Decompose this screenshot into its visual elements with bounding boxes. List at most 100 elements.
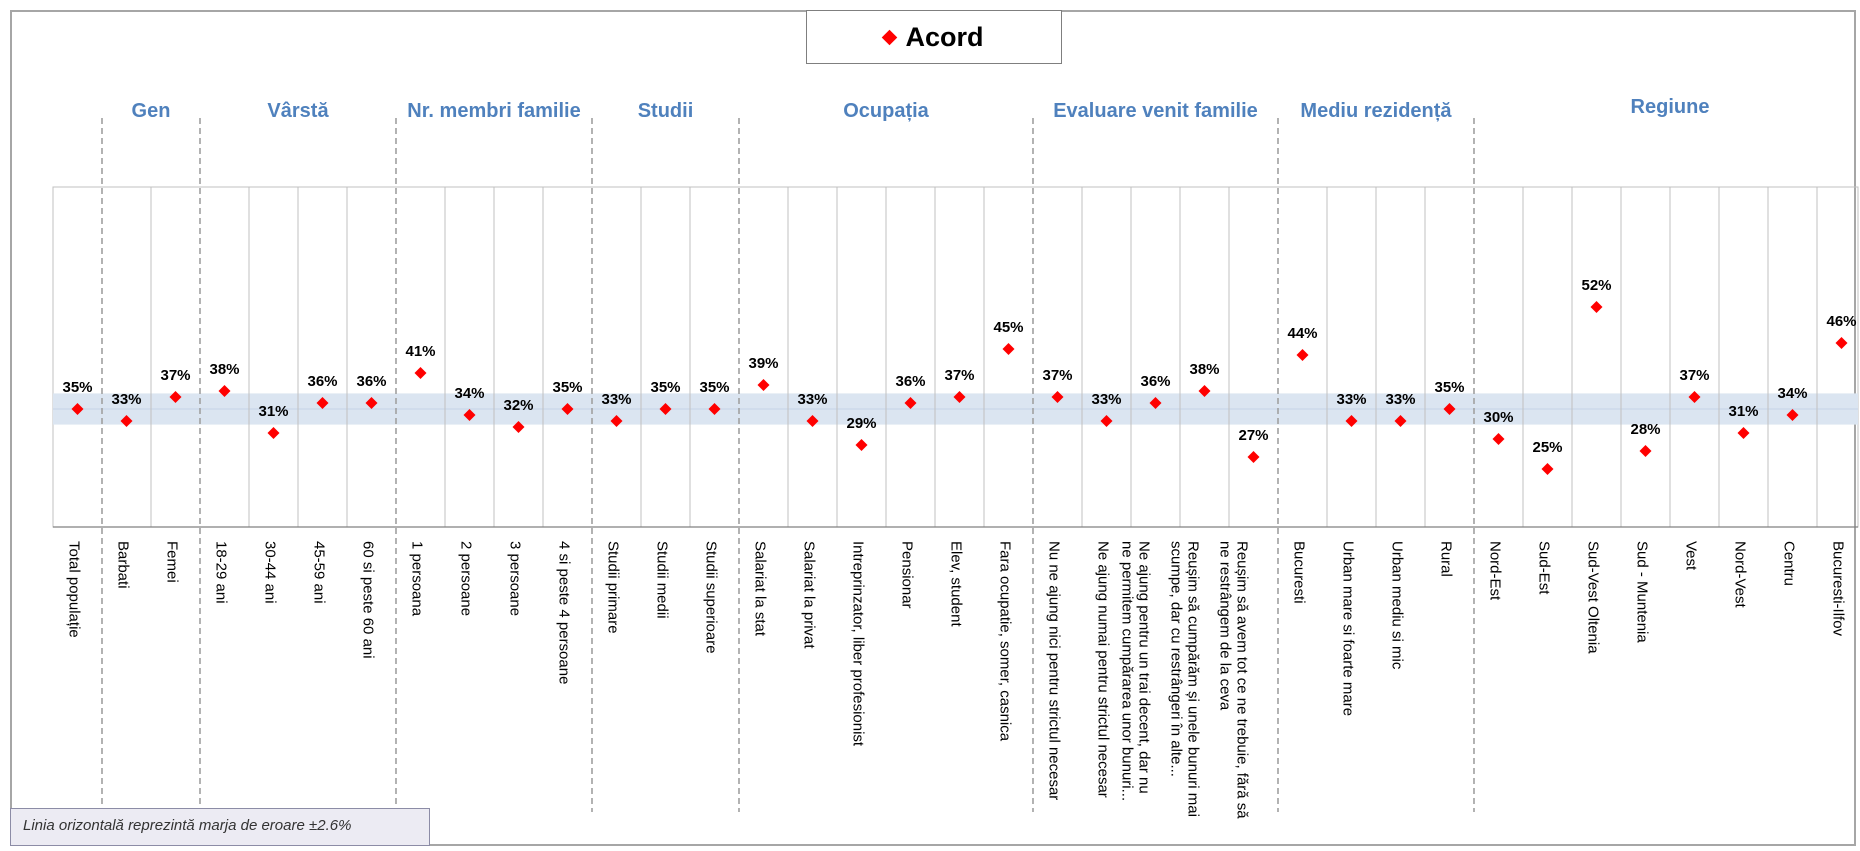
data-point [1345,415,1358,427]
group-title: Mediu rezidență [1300,100,1452,122]
data-label: 38% [1189,361,1219,378]
category-label: Sud - Muntenia [1634,541,1651,643]
data-point [120,415,133,427]
data-label: 37% [1679,367,1709,384]
data-point [561,403,574,415]
data-point [512,421,525,433]
category-label-line: Sud-Vest Oltenia [1585,541,1602,654]
data-label: 34% [1777,385,1807,402]
data-point [610,415,623,427]
category-label: 1 persoana [409,541,426,617]
category-label: Centru [1781,541,1798,586]
category-label-line: Pensionar [899,541,916,609]
data-point [855,439,868,451]
group-title: Ocupația [843,100,929,122]
data-point [1149,397,1162,409]
category-label: Pensionar [899,541,916,609]
plot-area [52,186,1859,528]
data-point [316,397,329,409]
data-label: 35% [62,379,92,396]
category-label-line: Sud - Muntenia [1634,541,1651,643]
data-point [1639,445,1652,457]
category-label-line: Reușim să avem tot ce ne trebuie, fără s… [1234,541,1251,819]
data-point [414,367,427,379]
data-point [1394,415,1407,427]
category-label-line: Total populație [66,541,83,638]
category-label-line: 60 si peste 60 ani [360,541,377,659]
category-label: 2 persoane [458,541,475,616]
data-label: 36% [307,373,337,390]
category-label-line: 45-59 ani [311,541,328,604]
category-label-line: Nord-Vest [1732,541,1749,609]
category-label-line: 18-29 ani [213,541,230,604]
data-label: 46% [1826,313,1856,330]
category-label-line: Studii primare [605,541,622,634]
data-point [218,385,231,397]
legend-label: Acord [905,21,984,52]
data-label: 52% [1581,277,1611,294]
category-label-line: Ne ajung pentru un trai decent, dar nu [1136,541,1153,794]
category-label: Ne ajung pentru un trai decent, dar nune… [1119,541,1153,801]
data-label: 33% [1385,391,1415,408]
category-label: Urban mare si foarte mare [1340,541,1357,716]
category-label-line: Centru [1781,541,1798,586]
category-label-line: Salariat la stat [752,541,769,637]
category-label: 30-44 ani [262,541,279,604]
data-label: 33% [601,391,631,408]
data-label: 44% [1287,325,1317,342]
category-label: Studii primare [605,541,622,634]
group-title: Evaluare venit familie [1053,100,1258,122]
category-label: Nord-Est [1487,541,1504,601]
data-point [1002,343,1015,355]
data-label: 25% [1532,439,1562,456]
data-point [1835,337,1848,349]
category-label: Urban mediu si mic [1389,541,1406,670]
data-label: 32% [503,397,533,414]
category-label: Ne ajung numai pentru strictul necesar [1095,541,1112,798]
category-label-line: Reușim să cumpărăm și unele bunuri mai [1185,541,1202,817]
data-label: 41% [405,343,435,360]
category-label: Bucuresti-Ilfov [1830,541,1847,637]
category-label: Intreprinzator, liber profesionist [850,541,867,747]
category-label: 4 si peste 4 persoane [556,541,573,684]
data-point [806,415,819,427]
group-title: Vârstă [267,100,329,122]
data-point [953,391,966,403]
data-point [1443,403,1456,415]
data-point [1786,409,1799,421]
category-label: Studii superioare [703,541,720,654]
data-label: 34% [454,385,484,402]
data-label: 37% [160,367,190,384]
data-label: 33% [1336,391,1366,408]
data-label: 36% [895,373,925,390]
category-label-line: Rural [1438,541,1455,577]
margin-note: Linia orizontală reprezintă marja de ero… [10,808,430,846]
category-label: Studii medii [654,541,671,619]
data-point [1737,427,1750,439]
category-label: Rural [1438,541,1455,577]
category-label-line: Salariat la privat [801,541,818,649]
category-label-line: 30-44 ani [262,541,279,604]
chart-legend: Acord [806,10,1062,64]
data-point [1247,451,1260,463]
data-point [1100,415,1113,427]
data-point [1198,385,1211,397]
category-label-line: Urban mediu si mic [1389,541,1406,670]
category-label: Salariat la stat [752,541,769,637]
category-label-line: Urban mare si foarte mare [1340,541,1357,716]
category-label: Reușim să cumpărăm și unele bunuri maisc… [1168,541,1202,817]
category-label: Reușim să avem tot ce ne trebuie, fără s… [1217,541,1251,819]
group-title: Nr. membri familie [407,100,580,122]
category-label-line: 3 persoane [507,541,524,616]
category-label: Nord-Vest [1732,541,1749,609]
group-title: Gen [132,100,171,122]
category-label-line: Fara ocupatie, somer, casnica [997,541,1014,742]
category-label: Barbati [115,541,132,589]
category-label-line: ne permitem cumpărarea unor bunuri... [1119,541,1136,801]
data-label: 37% [944,367,974,384]
category-label-line: Elev, student [948,541,965,627]
data-label: 36% [356,373,386,390]
data-label: 31% [1728,403,1758,420]
data-label: 45% [993,319,1023,336]
category-label-line: Barbati [115,541,132,589]
